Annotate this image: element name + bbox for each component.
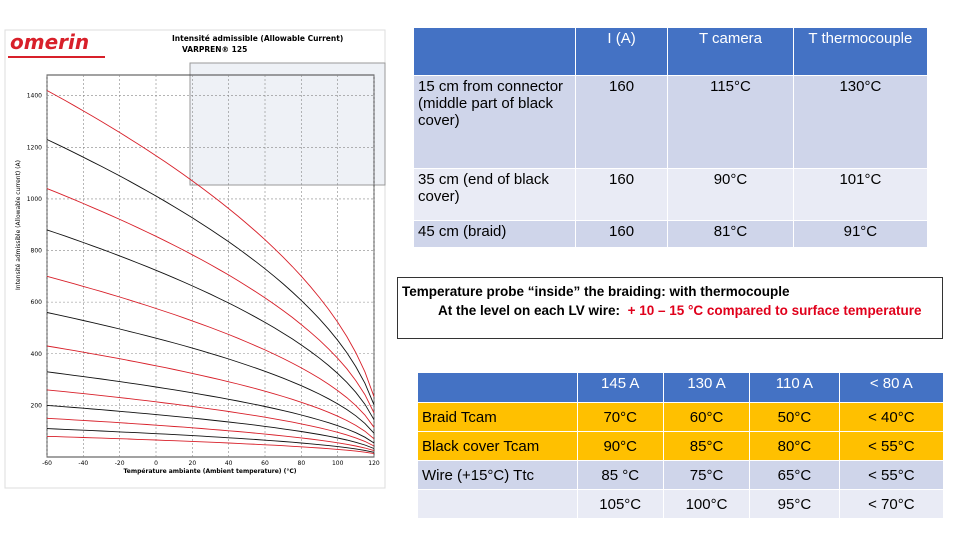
y-tick-label: 800	[31, 248, 43, 255]
row-label	[417, 489, 578, 519]
decor-curve	[46, 428, 375, 453]
decor-curve	[46, 345, 375, 440]
table-cell: 160	[574, 75, 669, 169]
y-tick-label: 600	[31, 299, 43, 306]
note-text: At the level on each LV wire:	[438, 303, 621, 318]
info-box	[189, 62, 386, 186]
row-label: Wire (+15°C) Ttc	[417, 460, 578, 490]
y-tick-label: 400	[31, 351, 43, 358]
header-cell: 130 A	[662, 372, 751, 403]
chart-subtitle: VARPREN® 125	[182, 45, 247, 54]
decor-curve	[46, 404, 375, 449]
x-tick-label: 20	[189, 460, 197, 467]
table-cell: 91°C	[792, 220, 929, 248]
decor-curve	[46, 417, 375, 452]
table-row: 35 cm (end of black cover) 160 90°C 101°C	[413, 168, 929, 221]
table-row: 105°C 100°C 95°C < 70°C	[417, 489, 945, 519]
row-label: Braid Tcam	[417, 402, 578, 432]
table-cell: < 55°C	[838, 460, 945, 490]
row-label: Black cover Tcam	[417, 431, 578, 461]
table-cell: 60°C	[662, 402, 751, 432]
table-cell: 90°C	[576, 431, 664, 461]
header-cell: T thermocouple	[792, 27, 929, 76]
row-label: 15 cm from connector (middle part of bla…	[413, 75, 576, 169]
decor-curve	[46, 312, 375, 434]
plot-area	[46, 74, 375, 458]
x-tick-label: -60	[42, 460, 52, 467]
note-line: At the level on each LV wire: + 10 – 15 …	[402, 301, 938, 320]
table-cell: 101°C	[792, 168, 929, 221]
table-cell: 100°C	[662, 489, 751, 519]
table-row: Black cover Tcam 90°C 85°C 80°C < 55°C	[417, 431, 945, 461]
table-cell: 160	[574, 168, 669, 221]
decor-curve	[46, 275, 375, 428]
table-cell: < 55°C	[838, 431, 945, 461]
table-cell: 85 °C	[576, 460, 664, 490]
table-bottom: 145 A 130 A 110 A < 80 A Braid Tcam 70°C 60°C 5…	[417, 372, 945, 519]
table-row: Braid Tcam 70°C 60°C 50°C < 40°C	[417, 402, 945, 432]
decor-curve	[46, 389, 375, 447]
chart-title: Intensité admissible (Allowable Current)	[172, 34, 343, 43]
header-cell: 110 A	[749, 372, 840, 403]
table-cell: 95°C	[749, 489, 840, 519]
chart-image: omerin Intensité admissible (Allowable C…	[4, 29, 386, 489]
x-tick-label: -20	[115, 460, 125, 467]
x-tick-label: 40	[225, 460, 233, 467]
decor-curve	[46, 90, 375, 397]
table-cell: 80°C	[749, 431, 840, 461]
header-cell	[413, 27, 576, 76]
header-cell	[417, 372, 578, 403]
header-cell: 145 A	[576, 372, 664, 403]
header-cell: < 80 A	[838, 372, 945, 403]
y-tick-label: 200	[31, 402, 43, 409]
table-cell: < 70°C	[838, 489, 945, 519]
y-tick-label: 1000	[27, 196, 42, 203]
header-cell: T camera	[667, 27, 794, 76]
table-cell: 115°C	[667, 75, 794, 169]
header-row: I (A) T camera T thermocouple	[413, 27, 929, 76]
table-cell: 75°C	[662, 460, 751, 490]
table-cell: 50°C	[749, 402, 840, 432]
decor-curve	[46, 435, 375, 455]
table-cell: 160	[574, 220, 669, 248]
header-cell: I (A)	[574, 27, 669, 76]
table-row: 45 cm (braid) 160 81°C 91°C	[413, 220, 929, 248]
x-axis-label: Température ambiante (Ambient temperatur…	[124, 468, 297, 475]
decor-curve	[46, 188, 375, 414]
table-row: 15 cm from connector (middle part of bla…	[413, 75, 929, 169]
x-tick-label: -40	[78, 460, 88, 467]
table-row: Wire (+15°C) Ttc 85 °C 75°C 65°C < 55°C	[417, 460, 945, 490]
decor-curve	[46, 139, 375, 405]
row-label: 45 cm (braid)	[413, 220, 576, 248]
table-cell: 130°C	[792, 75, 929, 169]
y-axis-label: Intensité admissible (Allowable current)…	[15, 160, 22, 290]
y-tick-label: 1400	[27, 93, 42, 100]
brand: omerin	[10, 30, 89, 54]
table-top: I (A) T camera T thermocouple 15 cm from co…	[413, 27, 929, 248]
x-tick-label: 80	[298, 460, 306, 467]
row-label: 35 cm (end of black cover)	[413, 168, 576, 221]
x-tick-label: 120	[368, 460, 380, 467]
decor-curve	[46, 371, 375, 444]
table-cell: 70°C	[576, 402, 664, 432]
table-cell: 90°C	[667, 168, 794, 221]
x-tick-label: 0	[154, 460, 158, 467]
table-cell: 81°C	[667, 220, 794, 248]
note-box: Temperature probe “inside” the braiding:…	[397, 277, 943, 339]
x-tick-label: 100	[332, 460, 344, 467]
table-cell: < 40°C	[838, 402, 945, 432]
table-cell: 85°C	[662, 431, 751, 461]
note-line: Temperature probe “inside” the braiding:…	[402, 284, 790, 299]
y-tick-label: 1200	[27, 144, 42, 151]
table-cell: 65°C	[749, 460, 840, 490]
note-highlight: + 10 – 15 °C compared to surface tempera…	[627, 303, 922, 318]
table-cell: 105°C	[576, 489, 664, 519]
x-tick-label: 60	[261, 460, 269, 467]
decor-curve	[46, 229, 375, 420]
header-row: 145 A 130 A 110 A < 80 A	[417, 372, 945, 403]
